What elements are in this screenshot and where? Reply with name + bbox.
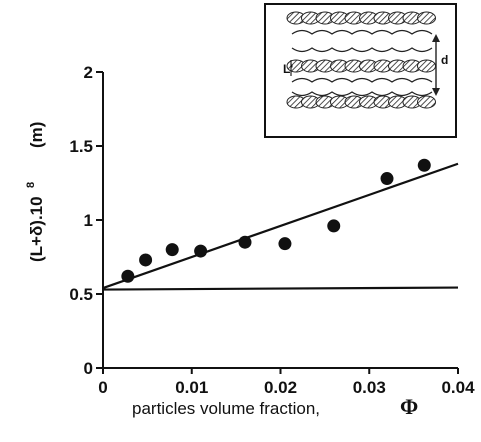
y-tick-label: 0 [84,359,93,378]
x-tick-label: 0.01 [175,378,208,397]
y-axis-title-group: (L+δ).10 8 (m) [25,122,46,262]
x-tick-label: 0.04 [441,378,475,397]
inset-d-arrowhead-bottom [432,88,440,96]
inset-label-l-prime: L' [283,62,293,76]
inset-label-d: d [441,53,448,67]
inset-d-arrowhead-top [432,34,440,42]
y-axis-exponent: 8 [25,182,37,188]
data-point [139,253,153,267]
data-point [121,269,135,283]
data-point [278,237,292,251]
y-axis-title: (L+δ).10 [27,196,46,262]
inset-diagram: L' d [264,3,457,138]
y-tick-label: 2 [84,63,93,82]
y-tick-label: 1 [84,211,93,230]
data-point [165,243,179,257]
inset-particle [417,95,436,109]
inset-chain [291,77,433,83]
x-axis-title: particles volume fraction, [132,399,320,418]
data-point [194,244,208,258]
inset-art [286,11,440,109]
inset-chain [291,29,433,35]
y-axis-unit: (m) [27,122,46,148]
inset-chain [291,91,433,97]
x-tick-label: 0.03 [353,378,386,397]
data-point [238,235,252,249]
marks [102,158,459,291]
inset-particle [417,59,436,73]
inset-chain [291,47,433,53]
fit-line [102,162,459,290]
ticks: 0 0.01 0.02 0.03 0.04 0 0.5 1 1.5 2 [69,63,475,397]
x-tick-label: 0.02 [264,378,297,397]
x-axis-symbol: Φ [400,394,418,419]
data-point [380,172,394,186]
data-point [417,158,431,172]
y-tick-label: 1.5 [69,137,93,156]
x-tick-label: 0 [98,378,107,397]
inset-particle [417,11,436,25]
data-point [327,219,341,233]
y-tick-label: 0.5 [69,285,93,304]
reference-line [102,286,459,291]
